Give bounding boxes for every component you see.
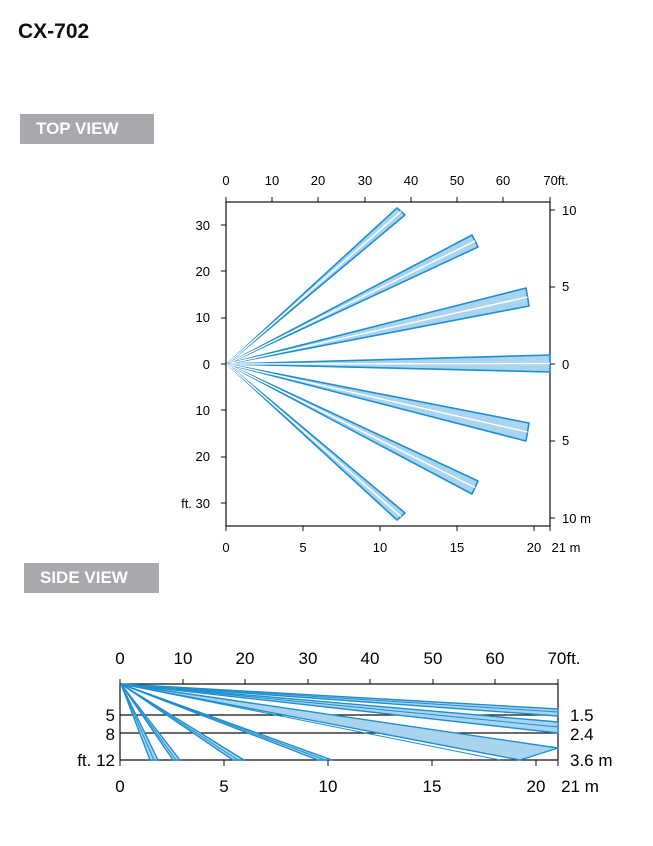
side-left-axis-ft-label: ft. 12	[77, 751, 115, 770]
detection-beam	[120, 683, 559, 717]
right-axis-m-label: 10	[562, 203, 576, 218]
side-top-axis-ft-label: 60	[486, 649, 505, 668]
left-axis-ft-label: 20	[196, 264, 210, 279]
left-axis-ft-label: 30	[196, 218, 210, 233]
bottom-axis-m-label: 21 m	[552, 540, 581, 555]
side-top-axis-ft-label: 30	[299, 649, 318, 668]
side-top-axis-ft-label: 40	[361, 649, 380, 668]
left-axis-ft-label: 10	[196, 310, 210, 325]
side-bottom-axis-m-label: 0	[115, 777, 124, 796]
bottom-axis-m-label: 0	[222, 540, 229, 555]
detection-beam	[120, 683, 181, 761]
beam-centerline	[226, 210, 402, 365]
side-bottom-axis-m-label: 5	[219, 777, 228, 796]
side-bottom-axis-m-label: 20	[527, 777, 546, 796]
detection-beam	[120, 683, 559, 734]
side-bottom-axis-m-label: 15	[423, 777, 442, 796]
beam-centerline	[120, 683, 177, 761]
detection-beam	[120, 683, 245, 761]
bottom-axis-m-label: 10	[373, 540, 387, 555]
top-axis-ft-label: 0	[222, 173, 229, 188]
top-axis-ft-label: 20	[311, 173, 325, 188]
left-axis-ft-label: 10	[196, 403, 210, 418]
beam-centerline	[120, 683, 239, 761]
side-right-axis-m-label: 1.5	[570, 706, 594, 725]
top-view-label: TOP VIEW	[20, 114, 154, 144]
bottom-axis-m-label: 20	[527, 540, 541, 555]
top-axis-ft-label: 50	[450, 173, 464, 188]
top-axis-ft-label: 60	[496, 173, 510, 188]
side-bottom-axis-m-label: 10	[319, 777, 338, 796]
top-axis-ft-label: 40	[404, 173, 418, 188]
right-axis-m-label: 5	[562, 433, 569, 448]
beam-centerline	[120, 683, 559, 713]
side-view-beams	[120, 683, 559, 761]
beam-centerline	[120, 683, 155, 761]
side-view-ticks	[119, 679, 559, 766]
left-axis-ft-label: ft. 30	[181, 496, 210, 511]
model-title: CX-702	[18, 20, 90, 43]
top-view-beams	[226, 207, 551, 521]
right-axis-m-label: 0	[562, 357, 569, 372]
top-axis-ft-label: 10	[265, 173, 279, 188]
beam-centerline	[226, 240, 476, 365]
beam-centerline	[226, 363, 402, 518]
right-axis-m-label: 10 m	[562, 511, 591, 526]
side-left-axis-ft-label: 8	[106, 725, 115, 744]
beam-centerline	[226, 363, 476, 489]
side-right-axis-m-label: 2.4	[570, 725, 594, 744]
top-view-ticks	[221, 197, 555, 531]
beam-centerline	[120, 683, 326, 761]
side-top-axis-ft-label: 10	[174, 649, 193, 668]
bottom-axis-m-label: 15	[450, 540, 464, 555]
side-view-label: SIDE VIEW	[24, 563, 159, 593]
beam-centerline	[120, 683, 501, 761]
detection-beam	[120, 683, 559, 761]
bottom-axis-m-label: 5	[299, 540, 306, 555]
beam-centerline	[120, 683, 559, 728]
side-top-axis-ft-label: 20	[236, 649, 255, 668]
side-top-axis-ft-label: 50	[424, 649, 443, 668]
beam-centerline	[226, 296, 528, 365]
side-top-axis-ft-label: 0	[115, 649, 124, 668]
side-top-axis-ft-label: 70ft.	[547, 649, 580, 668]
side-right-axis-m-label: 3.6 m	[570, 751, 613, 770]
left-axis-ft-label: 20	[196, 449, 210, 464]
top-view-diagram: 0 10 20 30 40 50 60 70ft. 0 5 10 15 20 2…	[181, 173, 591, 555]
side-bottom-axis-m-label: 21 m	[561, 777, 599, 796]
top-axis-ft-label: 30	[358, 173, 372, 188]
beam-centerline	[226, 363, 528, 433]
side-view-diagram: 0 10 20 30 40 50 60 70ft. 0 5 10 15 20 2…	[77, 649, 613, 796]
top-axis-ft-label: 70ft.	[543, 173, 568, 188]
right-axis-m-label: 5	[562, 279, 569, 294]
beam-centerline	[226, 362, 551, 365]
side-left-axis-ft-label: 5	[106, 706, 115, 725]
left-axis-ft-label: 0	[203, 357, 210, 372]
